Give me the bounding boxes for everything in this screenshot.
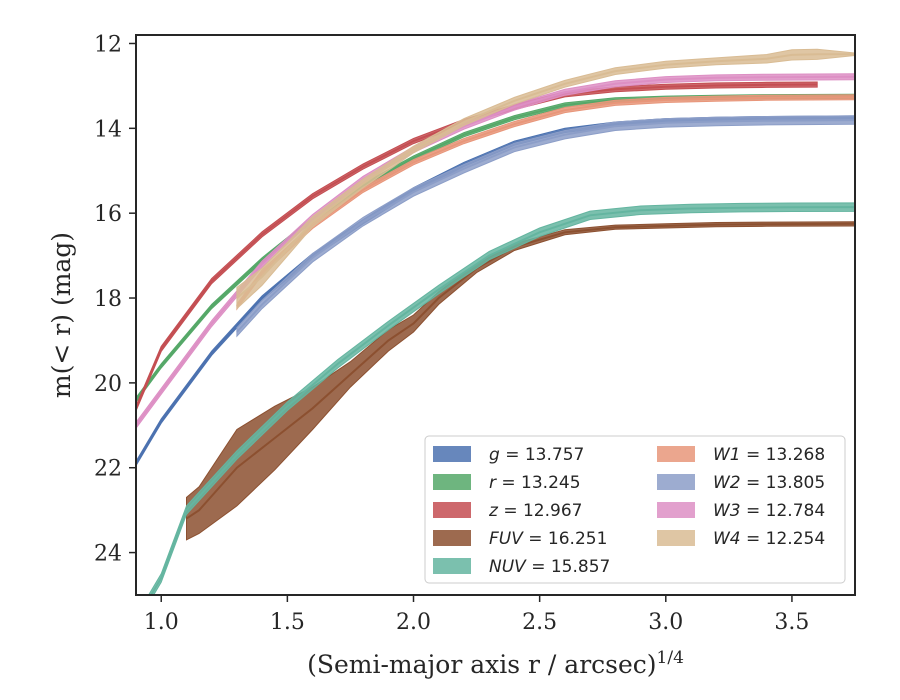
- legend-swatch-fuv: [433, 530, 471, 546]
- legend-swatch-w2: [657, 474, 695, 490]
- legend-swatch-w3: [657, 502, 695, 518]
- x-tick-label: 3.5: [774, 610, 809, 635]
- x-tick-label: 3.0: [648, 610, 683, 635]
- series-layer: [136, 48, 855, 595]
- x-tick-label: 1.5: [270, 610, 305, 635]
- legend-label-nuv: NUV = 15.857: [489, 557, 610, 577]
- y-tick-label: 12: [94, 32, 122, 57]
- series-band-w4: [236, 48, 855, 310]
- legend-label-r: r = 13.245: [489, 473, 581, 493]
- legend-swatch-g: [433, 446, 471, 462]
- x-tick-label: 1.0: [144, 610, 179, 635]
- x-axis-title: (Semi-major axis r / arcsec)1/4: [307, 648, 684, 679]
- legend-swatch-w1: [657, 446, 695, 462]
- legend-swatch-nuv: [433, 558, 471, 574]
- x-axis-title-main: (Semi-major axis r / arcsec): [307, 650, 656, 679]
- series-band-fuv: [186, 221, 855, 541]
- y-tick-label: 20: [94, 372, 122, 397]
- x-tick-label: 2.0: [396, 610, 431, 635]
- legend-label-w4: W4 = 12.254: [713, 529, 825, 549]
- y-tick-label: 14: [94, 117, 122, 142]
- series-line-nuv: [149, 206, 855, 595]
- legend-swatch-z: [433, 502, 471, 518]
- y-tick-label: 16: [94, 202, 122, 227]
- x-tick-label: 2.5: [522, 610, 557, 635]
- tick-layer: 1.0 1.5 2.0 2.5 3.0 3.5 12 14 16 18 20 22 24: [94, 32, 809, 635]
- series-band-z: [136, 81, 818, 412]
- series-band-w2: [236, 115, 855, 338]
- legend-label-w1: W1 = 13.268: [713, 445, 825, 465]
- legend-swatch-w4: [657, 530, 695, 546]
- legend-label-g: g = 13.757: [489, 445, 584, 465]
- series-line-w3: [136, 75, 855, 426]
- series-band-w1: [236, 94, 855, 311]
- series-line-fuv: [185, 222, 855, 520]
- y-tick-label: 18: [94, 287, 122, 312]
- y-axis-title: m(< r) (mag): [47, 232, 76, 398]
- x-axis-title-exponent: 1/4: [657, 648, 684, 668]
- legend-swatch-r: [433, 474, 471, 490]
- legend-label-w3: W3 = 12.784: [713, 501, 825, 521]
- series-line-w2: [236, 119, 855, 333]
- legend-label-z: z = 12.967: [488, 501, 582, 521]
- y-tick-label: 24: [94, 542, 122, 567]
- legend-label-fuv: FUV = 16.251: [489, 529, 607, 549]
- series-band-nuv: [148, 202, 855, 595]
- series-line-w4: [236, 53, 855, 299]
- legend-frame: [424, 435, 846, 584]
- legend-label-w2: W2 = 13.805: [713, 473, 825, 493]
- plot-frame: [135, 34, 856, 596]
- y-tick-label: 22: [94, 457, 122, 482]
- legend: g = 13.757 r = 13.245 z = 12.967 FUV = 16.2…: [424, 435, 846, 584]
